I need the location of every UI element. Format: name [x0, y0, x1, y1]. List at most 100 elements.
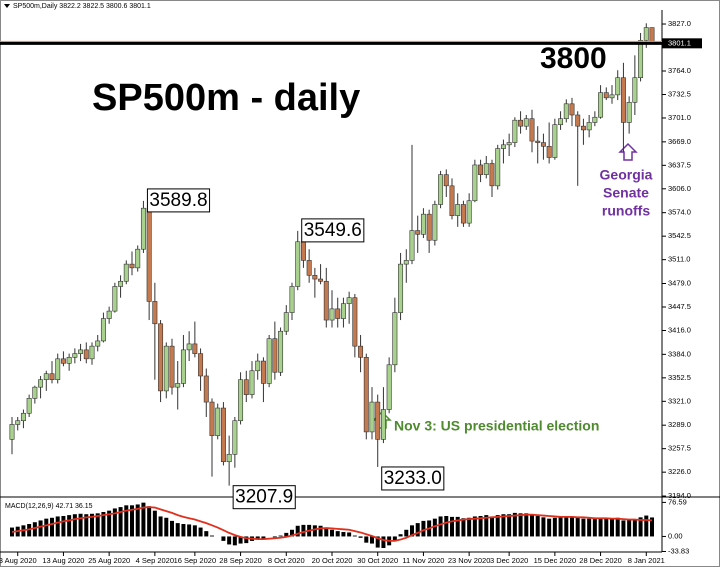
macd-bar [67, 515, 72, 537]
candle-body [38, 379, 44, 388]
candle-body [500, 144, 506, 149]
candle-body [375, 401, 381, 440]
candle-body [638, 40, 644, 79]
candle-body [278, 330, 284, 373]
macd-bar [592, 519, 597, 537]
macd-bar [55, 516, 60, 537]
y-tick-label: 3416.0 [668, 325, 691, 334]
macd-tick-label: -33.83 [668, 546, 689, 555]
macd-bar [90, 513, 94, 537]
macd-bar [604, 518, 609, 537]
candle-body [32, 386, 38, 399]
candle-body [443, 174, 449, 187]
candle-body [100, 318, 106, 342]
candle-body [163, 345, 169, 392]
candle-body [592, 116, 598, 123]
candle-body [318, 278, 324, 282]
macd-bar [438, 516, 443, 537]
macd-bar [324, 528, 329, 537]
candle-body [198, 353, 204, 377]
macd-bar [32, 522, 37, 537]
x-tick-label: 15 Dec 2020 [534, 556, 577, 565]
macd-bar [621, 520, 626, 537]
macd-bar [547, 518, 552, 537]
y-tick-label: 3321.0 [668, 396, 691, 405]
x-tick-label: 25 Aug 2020 [88, 556, 130, 565]
macd-bar [484, 515, 489, 537]
macd-bar [335, 531, 340, 537]
macd-bar [364, 536, 369, 543]
candle-body [460, 204, 466, 224]
macd-bar [524, 513, 529, 537]
y-tick-label: 3226.0 [668, 467, 691, 476]
x-tick-label: 8 Jan 2021 [628, 556, 665, 565]
macd-bar [290, 529, 294, 537]
macd-tick-label: 76.59 [668, 497, 687, 506]
macd-bar [101, 512, 106, 537]
candle-body [546, 146, 552, 158]
macd-bar [375, 536, 380, 548]
level-label: 3800 [540, 42, 607, 75]
candle-body [598, 92, 604, 118]
macd-bar [587, 518, 592, 537]
macd-bar [644, 515, 649, 537]
macd-bar [478, 516, 483, 537]
x-tick-label: 13 Aug 2020 [42, 556, 84, 565]
macd-bar [175, 523, 180, 537]
candle-body [220, 407, 226, 463]
macd-bar [352, 535, 357, 537]
macd-bar [638, 517, 643, 537]
candle-body [43, 373, 49, 381]
candle-body [529, 118, 535, 142]
macd-bar [112, 508, 117, 537]
macd-bar [170, 520, 174, 537]
y-tick-label: 3732.5 [668, 89, 691, 98]
macd-bar [38, 520, 43, 537]
macd-bar [610, 518, 614, 537]
candle-body [226, 453, 232, 463]
candle-body [295, 241, 301, 287]
candle-body [386, 364, 392, 410]
candle-body [106, 310, 112, 319]
annotation-box: 3207.9 [232, 485, 296, 510]
x-tick-label: 23 Nov 2020 [448, 556, 491, 565]
macd-bar [490, 516, 494, 537]
x-tick-label: 20 Oct 2020 [312, 556, 353, 565]
candle-body [180, 349, 186, 384]
macd-bar [450, 516, 454, 537]
candle-body [323, 280, 329, 321]
candle-body [186, 343, 192, 351]
macd-bar [198, 527, 203, 537]
macd-bar [181, 524, 186, 537]
macd-bar [461, 518, 466, 537]
header: SP500m,Daily 3822.2 3822.5 3800.6 3801.1 [13, 3, 151, 10]
macd-bar [570, 516, 574, 537]
candle-body [558, 118, 564, 125]
candle-body [95, 340, 101, 347]
candle-body [192, 343, 198, 354]
macd-bar [598, 518, 603, 537]
candle-body [289, 286, 295, 313]
annotation-label: 3207.9 [235, 487, 293, 508]
candle-body [312, 275, 318, 280]
x-tick-label: 30 Oct 2020 [357, 556, 398, 565]
macd-bar [615, 517, 620, 537]
candle-body [243, 379, 249, 395]
candle-body [340, 303, 346, 319]
annotation-label: 3549.6 [304, 220, 362, 241]
price-tag-label: 3801.1 [668, 38, 691, 47]
candle-body [432, 204, 438, 241]
annotation-frame [146, 188, 211, 213]
macd-bar [135, 504, 140, 537]
macd-bar [541, 517, 546, 537]
candle-body [369, 401, 375, 433]
macd-bar [107, 510, 112, 537]
y-tick-label: 3542.5 [668, 231, 691, 240]
macd-label: MACD(12,26,9) 42.71 36.15 [5, 503, 93, 510]
macd-bar [187, 524, 192, 537]
candle-body [146, 207, 152, 302]
macd-bar [72, 514, 77, 537]
candle-body [603, 92, 609, 99]
macd-bar [627, 520, 632, 537]
